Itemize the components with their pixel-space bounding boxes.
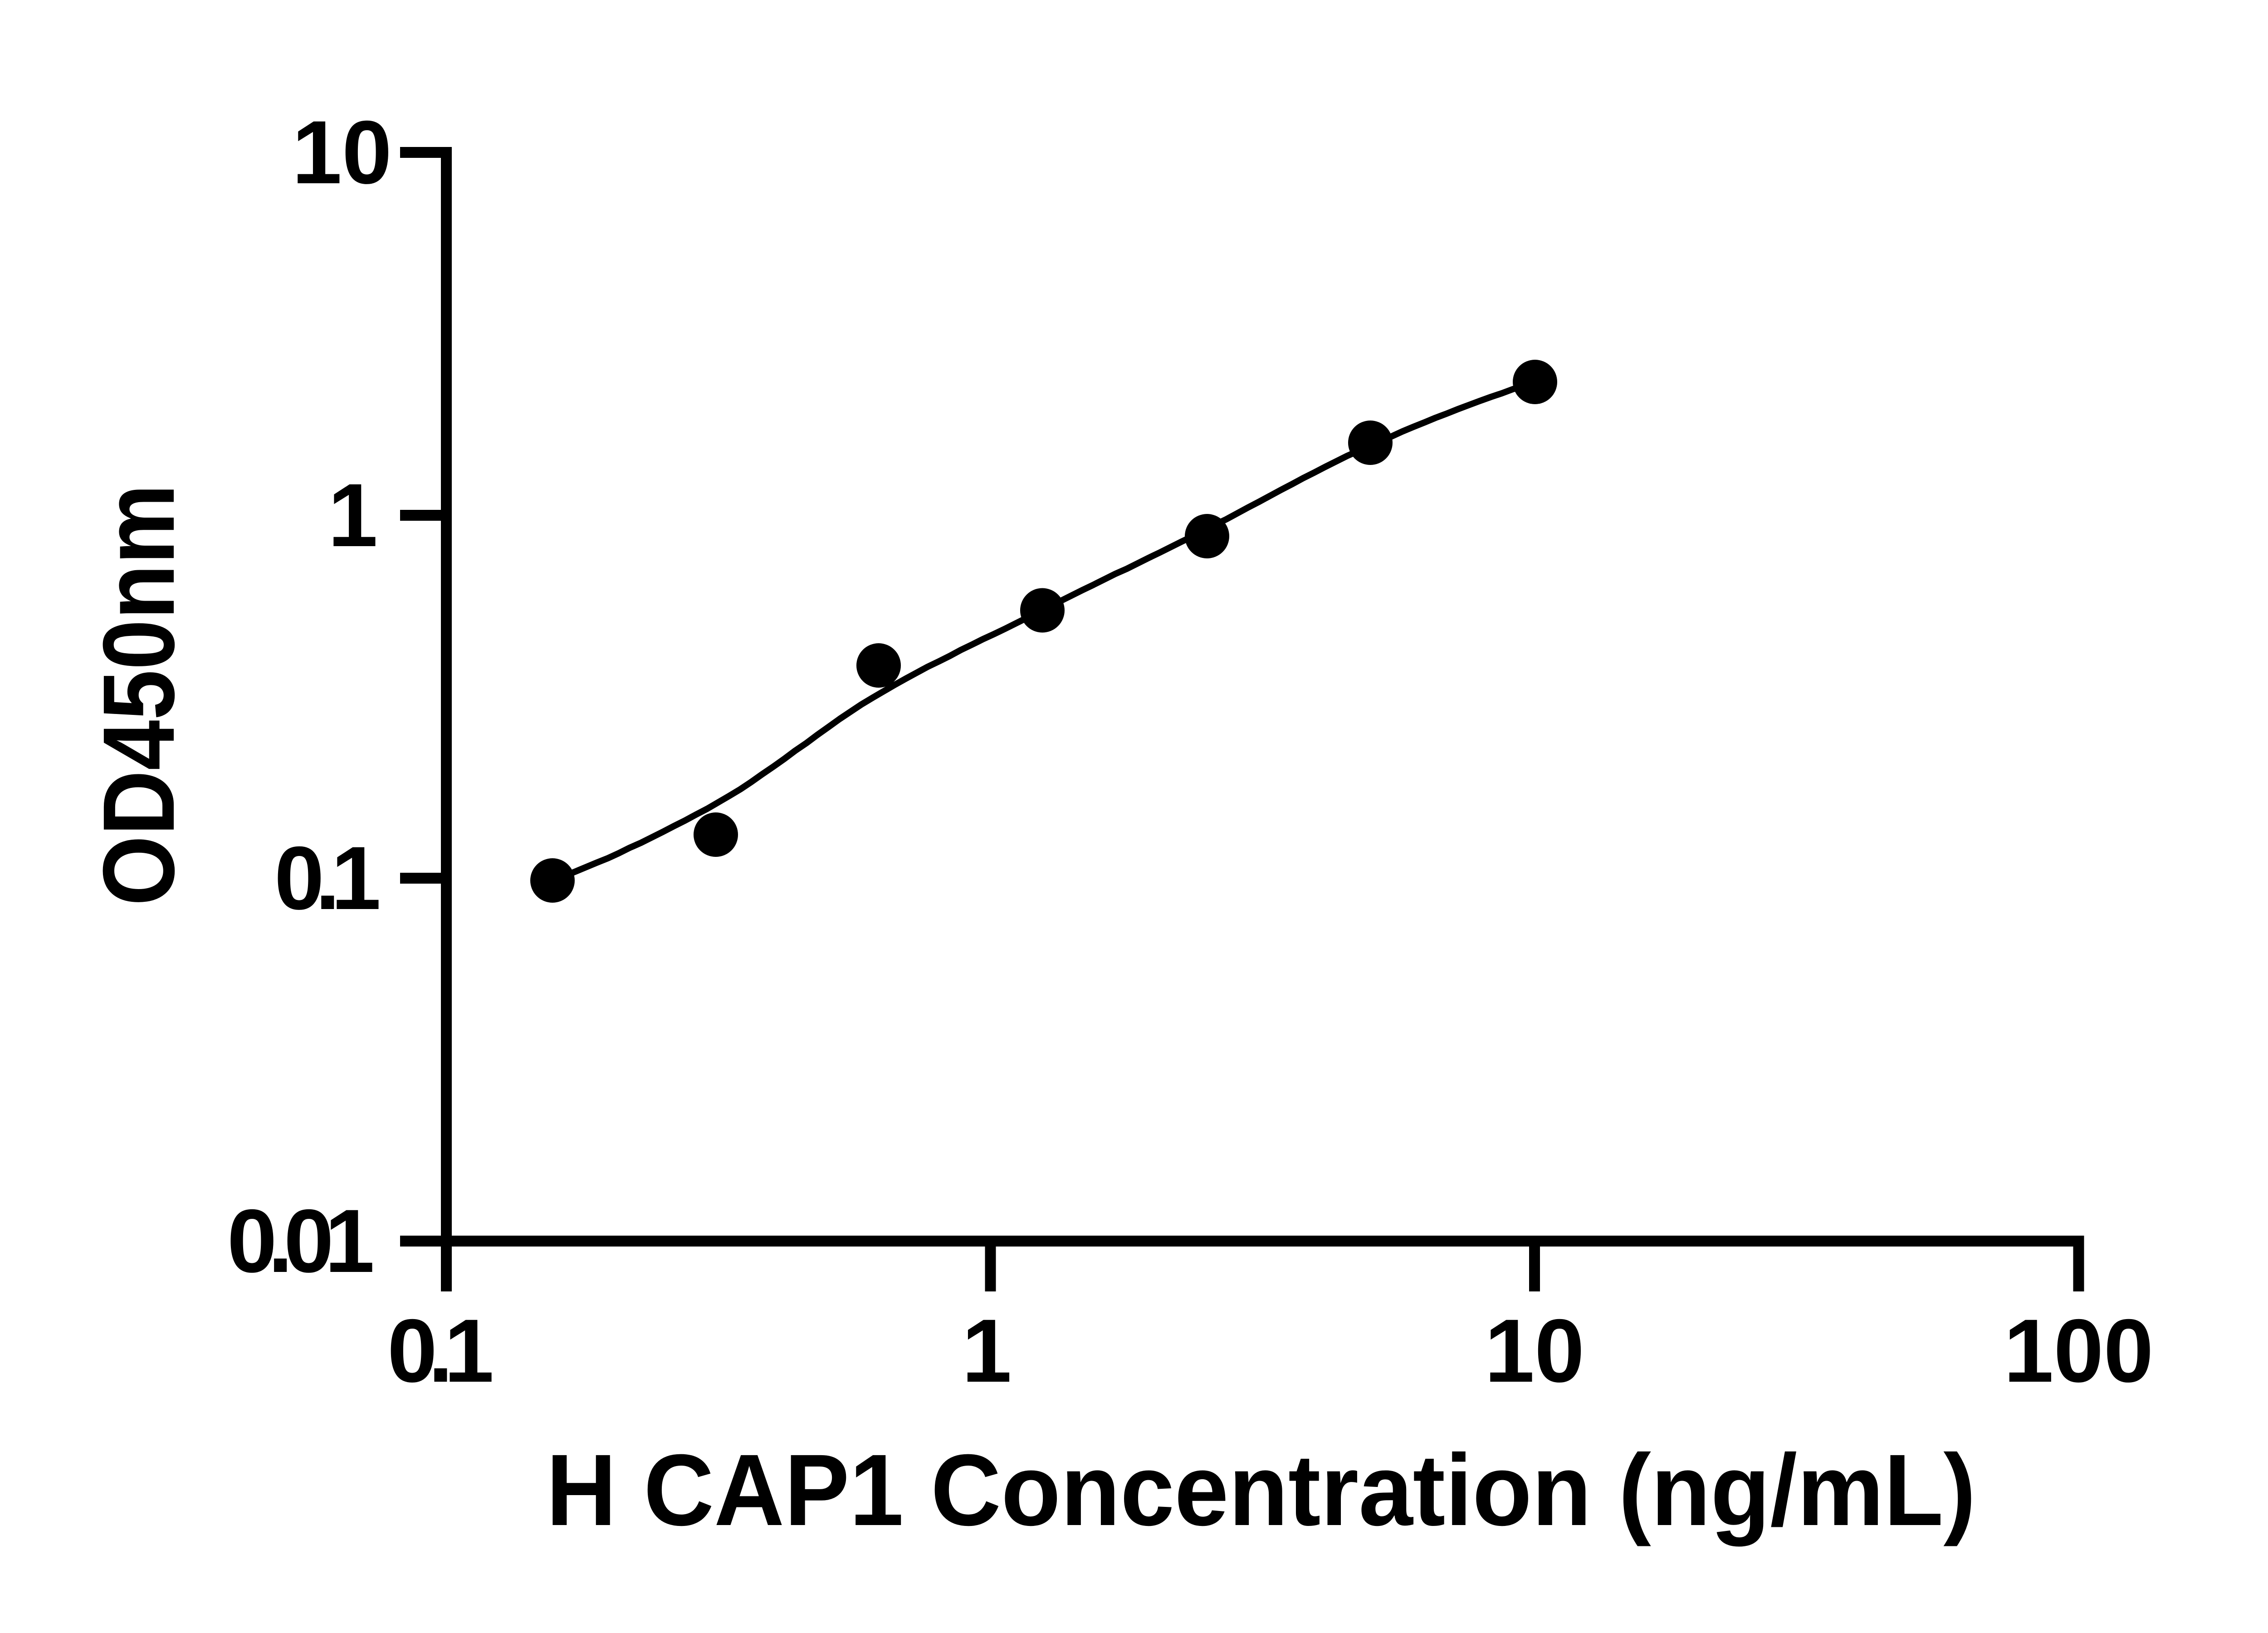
svg-text:1: 1 xyxy=(328,465,378,565)
svg-text:10: 10 xyxy=(1485,1301,1584,1401)
svg-text:H CAP1 Concentration (ng/mL): H CAP1 Concentration (ng/mL) xyxy=(546,1433,1976,1547)
svg-text:OD450nm: OD450nm xyxy=(82,484,196,906)
svg-text:0.1: 0.1 xyxy=(274,828,379,928)
svg-text:1: 1 xyxy=(962,1301,1012,1401)
svg-text:0.01: 0.01 xyxy=(227,1191,372,1291)
svg-text:100: 100 xyxy=(2004,1301,2153,1401)
svg-text:0.1: 0.1 xyxy=(387,1301,492,1401)
svg-text:10: 10 xyxy=(292,102,392,202)
